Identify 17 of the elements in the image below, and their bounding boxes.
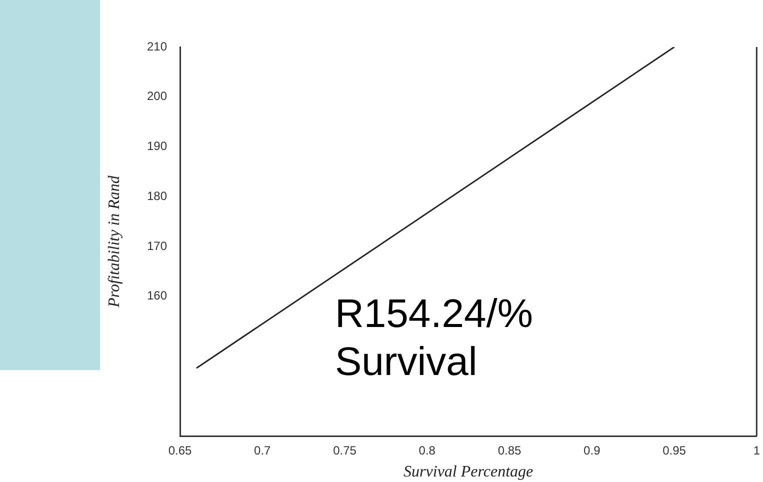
- y-tick-label: 170: [146, 238, 168, 253]
- y-axis-title: Profitability in Rand: [106, 174, 123, 308]
- y-tick-label: 210: [146, 39, 168, 54]
- y-tick-label: 180: [146, 188, 168, 203]
- x-tick-label: 0.65: [168, 444, 192, 458]
- x-tick-label: 0.7: [254, 444, 272, 458]
- x-tick-label: 0.95: [662, 444, 686, 458]
- x-axis-title: Survival Percentage: [404, 464, 534, 481]
- x-tick-label: 0.75: [333, 444, 357, 458]
- x-tick-label: 0.9: [584, 444, 601, 458]
- y-tick-label: 160: [146, 288, 168, 303]
- y-tick-label: 190: [146, 139, 168, 154]
- annotation: R154.24/% Survival: [335, 291, 534, 386]
- x-tick-label: 1: [753, 444, 760, 458]
- x-tick-label: 0.8: [418, 444, 436, 458]
- x-tick-label: 0.85: [498, 444, 522, 458]
- y-tick-label: 200: [146, 89, 168, 104]
